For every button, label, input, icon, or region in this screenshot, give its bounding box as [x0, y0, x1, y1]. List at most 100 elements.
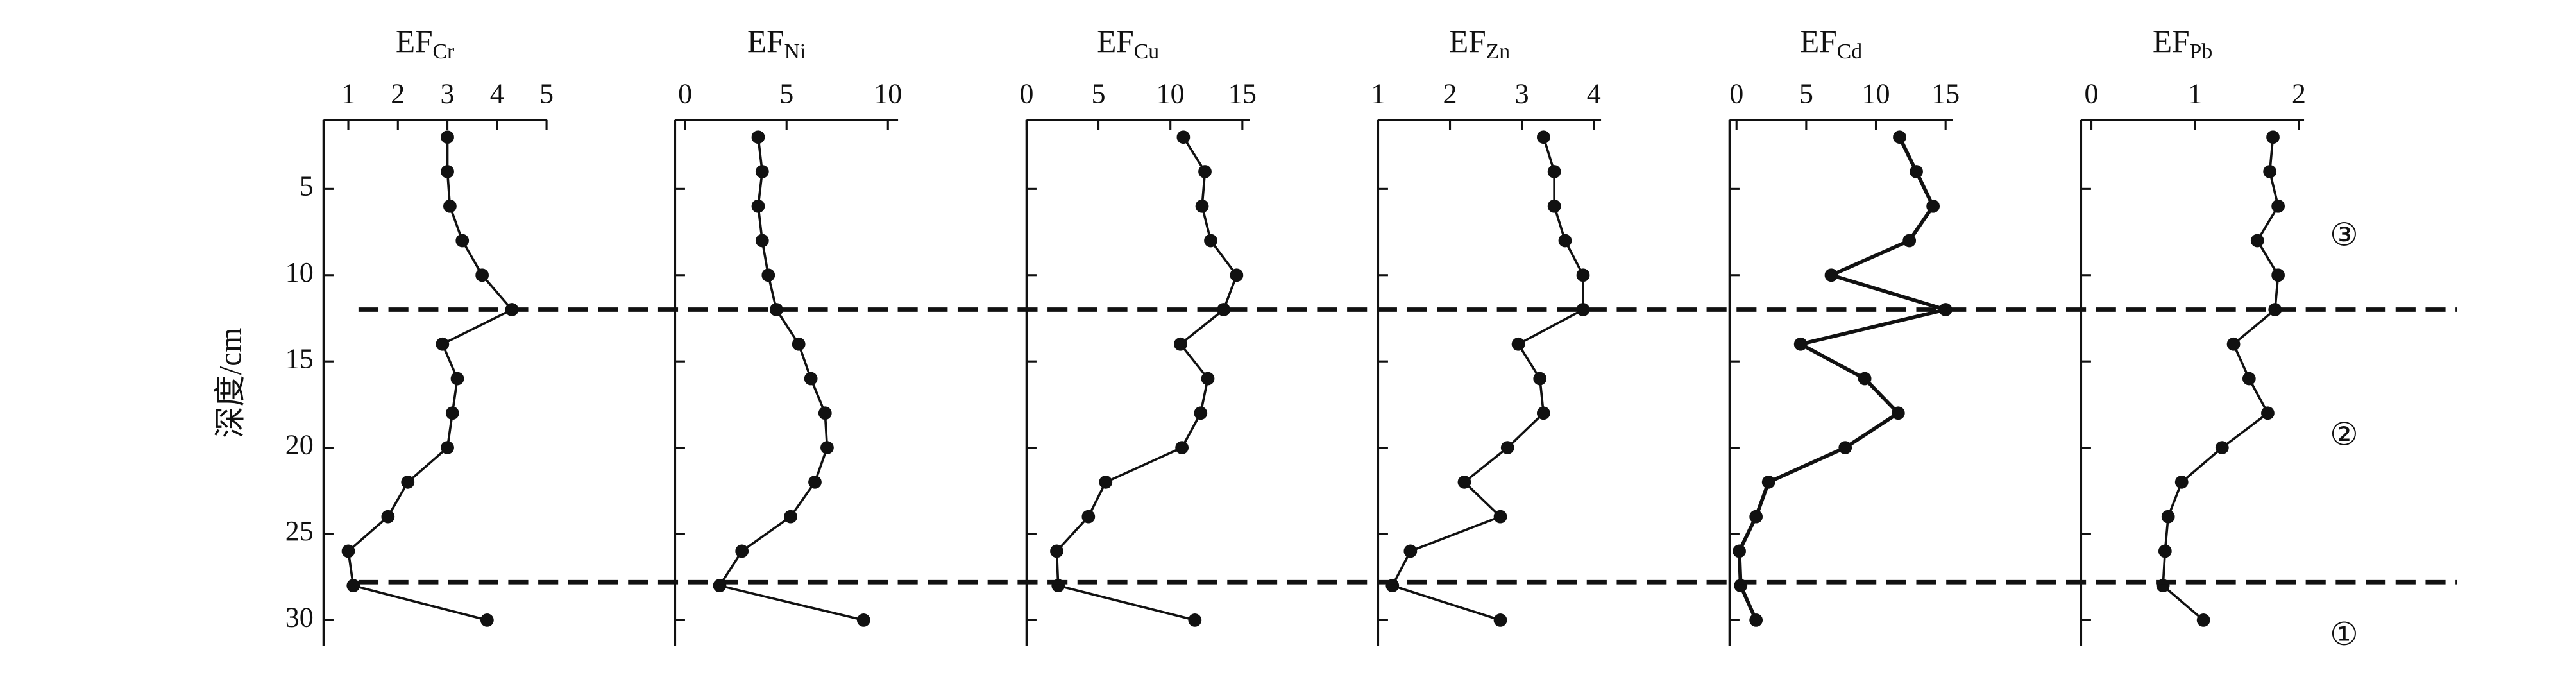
data-point	[755, 234, 769, 248]
title-sub: Cr	[433, 40, 455, 64]
data-point	[1493, 510, 1507, 524]
title-main: EF	[1449, 24, 1486, 59]
x-tick-label: 15	[1228, 78, 1257, 110]
title-main: EF	[1097, 24, 1134, 59]
data-point	[818, 406, 832, 420]
data-point	[2215, 441, 2229, 454]
data-point	[1204, 234, 1217, 248]
x-tick-label: 10	[1861, 78, 1890, 110]
data-point	[1230, 268, 1244, 282]
data-point	[2174, 475, 2189, 489]
title-main: EF	[396, 24, 433, 59]
data-point	[1176, 130, 1191, 144]
data-point	[1902, 234, 1917, 248]
panel-title: EFCu	[1097, 24, 1159, 63]
data-point	[455, 234, 470, 248]
data-point	[1793, 337, 1808, 351]
data-point	[770, 303, 783, 316]
data-point	[761, 268, 775, 282]
title-main: EF	[1800, 24, 1837, 59]
data-point	[443, 199, 457, 213]
data-point	[1195, 199, 1209, 213]
data-point	[1099, 475, 1113, 489]
panel-title: EFNi	[747, 24, 806, 63]
data-point	[751, 130, 765, 144]
y-tick-label: 15	[285, 343, 314, 374]
data-point	[1893, 130, 1906, 144]
x-tick-label: 0	[2085, 78, 2099, 110]
x-tick-label: 5	[1799, 78, 1813, 110]
data-point	[1194, 406, 1208, 420]
data-point	[1558, 234, 1572, 248]
data-point	[401, 475, 415, 489]
data-point	[436, 337, 450, 351]
data-line	[347, 137, 514, 622]
x-tick-label: 2	[2292, 78, 2306, 110]
data-point	[450, 372, 464, 386]
data-line	[2162, 137, 2280, 621]
x-tick-label: 5	[1092, 78, 1106, 110]
data-point	[1217, 303, 1231, 316]
data-point	[1926, 199, 1940, 213]
data-point	[1174, 337, 1187, 351]
data-point	[1201, 372, 1215, 386]
data-point	[1533, 372, 1547, 386]
data-point	[2250, 234, 2264, 248]
title-main: EF	[747, 24, 784, 59]
data-point	[820, 441, 834, 454]
title-main: EF	[2153, 24, 2190, 59]
x-tick-label: 2	[1443, 78, 1457, 110]
data-point	[2161, 510, 2175, 524]
x-tick-label: 0	[1729, 78, 1743, 110]
data-point	[381, 510, 395, 524]
y-axis-label: 深度/cm	[213, 328, 248, 438]
data-point	[1938, 303, 1953, 316]
data-point	[1511, 337, 1525, 351]
data-point	[441, 441, 454, 454]
data-point	[2266, 130, 2280, 144]
data-point	[475, 268, 489, 282]
data-point	[2158, 544, 2172, 558]
x-tick-label: 10	[1157, 78, 1185, 110]
data-point	[755, 165, 769, 178]
data-point	[2242, 372, 2256, 386]
x-tick-label: 3	[441, 78, 455, 110]
panel-title: EFCr	[396, 24, 454, 63]
data-point	[1198, 165, 1212, 178]
data-point	[2226, 337, 2241, 351]
data-point	[1824, 268, 1838, 282]
data-point	[1547, 199, 1561, 213]
x-tick-label: 3	[1515, 78, 1529, 110]
data-point	[1910, 165, 1923, 178]
y-tick-label: 10	[285, 257, 314, 288]
data-point	[480, 613, 494, 627]
x-tick-label: 0	[1019, 78, 1033, 110]
panel-title: EFCd	[1800, 24, 1862, 63]
x-tick-label: 4	[490, 78, 504, 110]
x-tick-label: 1	[341, 78, 355, 110]
data-point	[1403, 544, 1418, 558]
data-point	[2261, 406, 2275, 420]
data-point	[784, 510, 797, 524]
data-point	[751, 199, 765, 213]
data-point	[346, 579, 360, 593]
data-point	[441, 130, 454, 144]
data-point	[1576, 268, 1590, 282]
data-point	[1838, 441, 1852, 454]
data-line	[1737, 136, 1953, 621]
y-tick-label: 20	[285, 429, 314, 461]
data-point	[735, 544, 749, 558]
data-point	[808, 475, 822, 489]
x-tick-label: 1	[2188, 78, 2202, 110]
data-point	[1081, 510, 1096, 524]
data-point	[792, 337, 806, 351]
x-tick-label: 15	[1931, 78, 1960, 110]
data-point	[804, 372, 818, 386]
title-sub: Pb	[2190, 40, 2213, 64]
title-sub: Ni	[784, 40, 806, 64]
title-sub: Cu	[1134, 40, 1159, 64]
data-point	[1733, 544, 1746, 558]
data-point	[341, 544, 355, 558]
x-tick-label: 2	[391, 78, 405, 110]
